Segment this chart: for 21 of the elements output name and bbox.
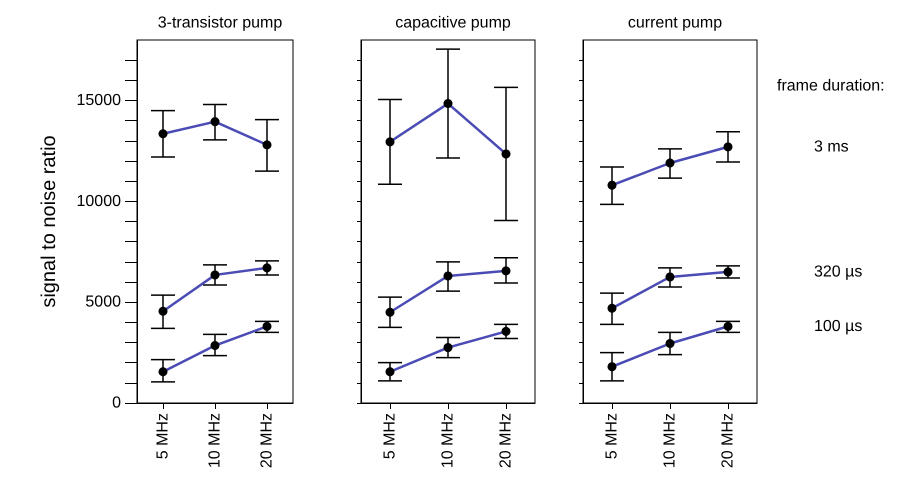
x-tick-label: 10 MHz bbox=[206, 413, 224, 468]
x-tick-label: 10 MHz bbox=[440, 413, 456, 468]
chart-title: current pump bbox=[628, 14, 722, 32]
x-tick-label: 5 MHz bbox=[154, 413, 172, 460]
y-tick-label: 5000 bbox=[85, 294, 122, 311]
y-axis-title: signal to noise ratio bbox=[38, 135, 60, 308]
text: 100 µs bbox=[814, 318, 862, 335]
x-tick-label: 5 MHz bbox=[604, 413, 620, 460]
y-tick-label: 10000 bbox=[76, 192, 122, 210]
y-tick-label: 0 bbox=[112, 394, 122, 412]
x-tick-label: 20 MHz bbox=[720, 413, 736, 468]
text: 320 µs bbox=[814, 263, 862, 280]
legend-title: frame duration: bbox=[777, 78, 885, 94]
chart-title: capacitive pump bbox=[395, 14, 511, 32]
x-tick-label: 20 MHz bbox=[258, 413, 276, 468]
x-tick-label: 5 MHz bbox=[382, 413, 398, 460]
y-tick-label: 15000 bbox=[76, 92, 122, 109]
text: 3 ms bbox=[814, 138, 849, 156]
chart-title: 3-transistor pump bbox=[158, 14, 282, 32]
x-tick-label: 10 MHz bbox=[662, 413, 678, 468]
x-tick-label: 20 MHz bbox=[498, 413, 514, 468]
